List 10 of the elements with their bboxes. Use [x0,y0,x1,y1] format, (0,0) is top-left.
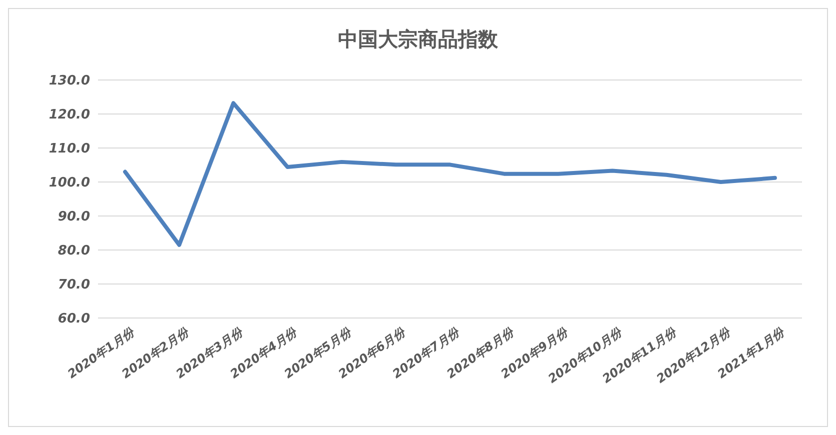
y-tick-label: 100.0 [48,176,90,191]
y-tick-label: 120.0 [48,108,90,123]
y-tick-label: 130.0 [48,74,90,89]
y-tick-label: 110.0 [48,142,90,157]
y-tick-label: 60.0 [58,312,90,327]
chart-title: 中国大宗商品指数 [338,27,499,51]
y-tick-label: 80.0 [58,244,90,259]
line-series [123,101,777,247]
y-tick-label: 70.0 [58,278,90,293]
y-tick-label: 90.0 [58,210,90,225]
